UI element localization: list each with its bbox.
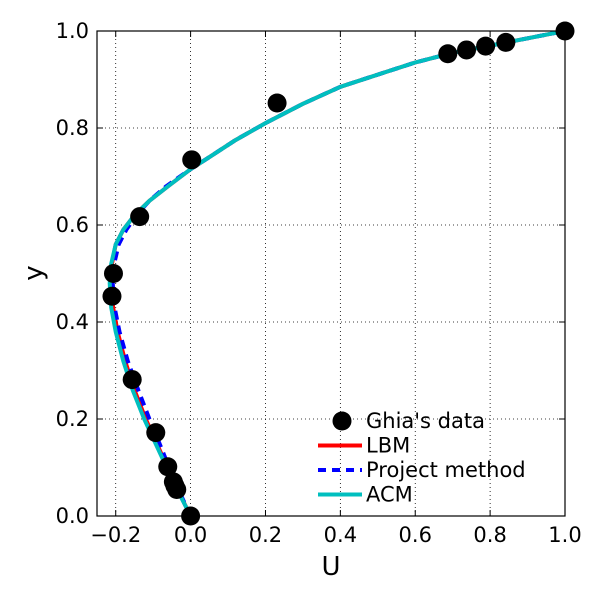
x-tick-label: 0.2 bbox=[249, 523, 282, 547]
y-tick-label: 0.0 bbox=[56, 504, 89, 528]
project-method-line bbox=[110, 31, 565, 516]
ghia-data-point bbox=[146, 423, 166, 443]
ghia-data-point bbox=[267, 93, 287, 113]
lbm-line bbox=[109, 31, 565, 516]
legend-label-acm: ACM bbox=[366, 483, 413, 507]
x-tick-label: 1.0 bbox=[548, 523, 581, 547]
ghia-data-point bbox=[496, 32, 516, 52]
ghia-data-point bbox=[130, 207, 150, 227]
y-tick-label: 0.6 bbox=[56, 213, 89, 237]
legend-label-lbm: LBM bbox=[366, 434, 410, 458]
series-lines bbox=[107, 31, 565, 516]
ghia-data-point bbox=[457, 40, 477, 60]
ghia-data-point bbox=[102, 286, 122, 306]
y-tick-label: 0.8 bbox=[56, 116, 89, 140]
ghia-data-point bbox=[103, 264, 123, 283]
x-tick-label: −0.2 bbox=[90, 523, 141, 547]
x-tick-label: 0.0 bbox=[174, 523, 207, 547]
ticks bbox=[97, 30, 566, 517]
legend-label-project-method: Project method bbox=[366, 458, 526, 482]
y-tick-label: 1.0 bbox=[56, 19, 89, 43]
acm-line bbox=[107, 31, 565, 516]
y-tick-label: 0.4 bbox=[56, 310, 89, 334]
x-tick-label: 0.8 bbox=[473, 523, 506, 547]
x-tick-label: 0.6 bbox=[399, 523, 432, 547]
series-points bbox=[102, 21, 575, 526]
ghia-data-point bbox=[122, 370, 142, 390]
tick-labels: −0.2 0.0 0.2 0.4 0.6 0.8 1.00.00.20.40.60.81.0 bbox=[56, 19, 582, 547]
ghia-data-point bbox=[438, 44, 458, 64]
legend-marker-ghia-s-data bbox=[332, 411, 352, 431]
ghia-data-point bbox=[158, 457, 178, 477]
y-tick-label: 0.2 bbox=[56, 407, 89, 431]
legend-label-ghia-s-data: Ghia's data bbox=[366, 409, 485, 433]
ghia-data-point bbox=[476, 36, 496, 56]
x-tick-label: 0.4 bbox=[324, 523, 357, 547]
ghia-data-point bbox=[163, 472, 183, 492]
plot-frame bbox=[96, 30, 566, 517]
x-axis-label: U bbox=[321, 552, 340, 582]
y-axis-label: y bbox=[19, 265, 49, 280]
ghia-data-point bbox=[182, 150, 202, 170]
grid bbox=[97, 30, 566, 517]
